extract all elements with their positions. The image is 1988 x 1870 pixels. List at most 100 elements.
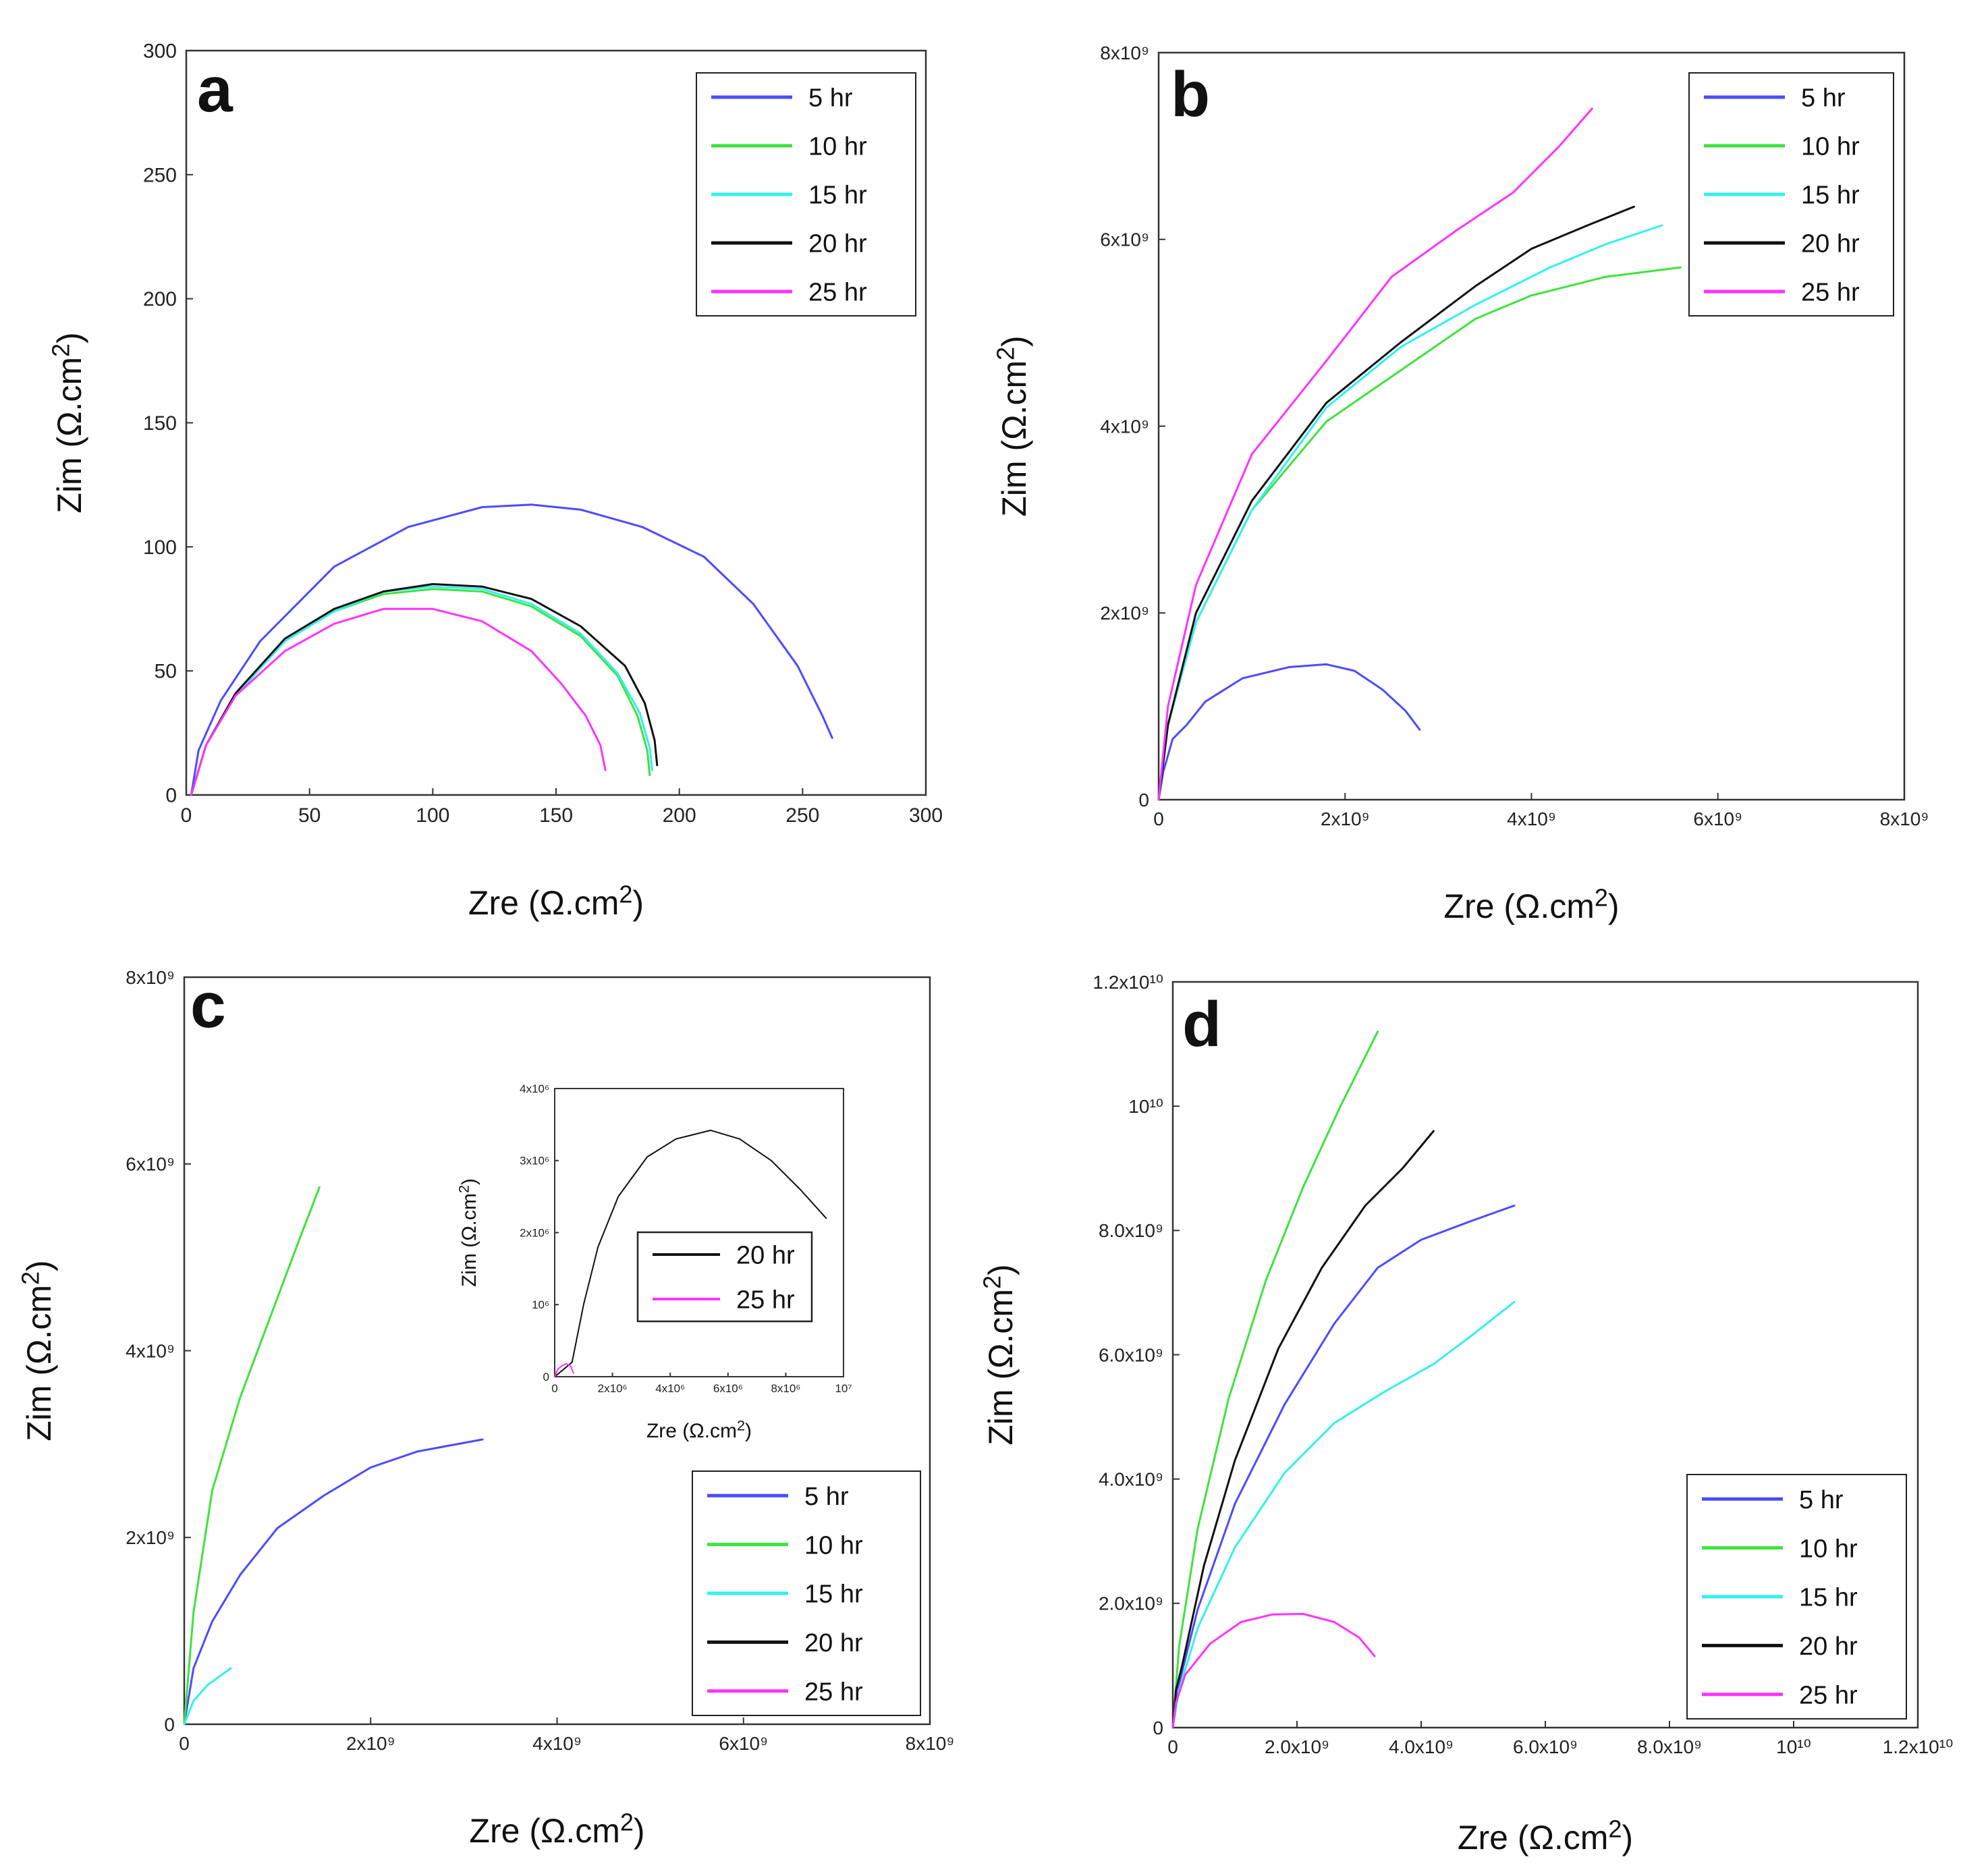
panel-a-series-20-hr [190,583,659,796]
panel-c-inset-y-tick-label-4: 4x10⁶ [520,1082,549,1095]
panel-a-legend-label-15-hr: 15 hr [808,182,867,210]
panel-d-x-tick-label-6: 1.2x10¹⁰ [1883,1736,1954,1757]
panel-d-legend-label-20-hr: 20 hr [1799,1632,1858,1661]
panel-a-legend-label-20-hr: 20 hr [808,230,867,258]
panel-a-y-tick-label-2: 100 [143,537,177,559]
panel-b-legend: 5 hr 10 hr 15 hr 20 hr 25 hr [1688,72,1894,317]
panel-a-y-tick-label-6: 300 [143,40,177,63]
panel-c-inset-x-tick-label-3: 6x10⁶ [713,1382,743,1395]
panel-c-inset-y-tick-label-1: 10⁶ [532,1298,549,1311]
panel-a-series-5-hr [190,503,833,796]
panel-c-inset-x-axis-label: Zre (Ω.cm2) [646,1417,752,1443]
panel-b-y-axis-label: Zim (Ω.cm2) [992,335,1034,516]
panel-b-x-tick-label-3: 6x10⁹ [1693,808,1742,829]
panel-c-series-15-hr [183,1667,232,1726]
panel-b-series-5-hr [1157,663,1421,801]
panel-d-y-tick-label-6: 1.2x10¹⁰ [1093,972,1163,993]
panel-d-legend-label-25-hr: 25 hr [1799,1681,1858,1709]
panel-b-x-tick-label-4: 8x10⁹ [1880,808,1929,829]
panel-c-inset: 0 2x10⁶ 4x10⁶ 6x10⁶ 8x10⁶ 10⁷ 0 10⁶ 2x10⁶ 3x10⁶ 4x… [455,1082,852,1442]
panel-d-y-axis-label: Zim (Ω.cm2) [978,1264,1020,1445]
panel-d-y-tick-label-3: 6.0x10⁹ [1099,1344,1163,1365]
panel-b-legend-label-15-hr: 15 hr [1801,182,1860,210]
panel-c-y-tick-label-4: 8x10⁹ [126,967,175,988]
panel-a-x-axis-label: Zre (Ω.cm2) [468,881,644,923]
panel-d: 0 2.0x10⁹ 4.0x10⁹ 6.0x10⁹ 8.0x10⁹ 10¹⁰ 1.2x10¹… [978,972,1954,1857]
panel-d-y-tick-label-5: 10¹⁰ [1128,1096,1163,1117]
panel-a-y-tick-label-4: 200 [143,288,177,310]
panel-c-legend: 5 hr 10 hr 15 hr 20 hr 25 hr [692,1470,921,1716]
panel-a-x-tick-label-3: 150 [539,804,573,827]
panel-c-label: c [190,970,226,1041]
panel-b-legend-label-25-hr: 25 hr [1801,279,1860,307]
panel-a-x-tick-label-6: 300 [909,804,943,827]
panel-a-legend: 5 hr 10 hr 15 hr 20 hr 25 hr [696,72,916,317]
panel-d-x-tick-label-5: 10¹⁰ [1776,1736,1811,1757]
panel-d-series-25-hr [1171,1613,1376,1729]
panel-c-inset-series-25-hr [554,1363,574,1377]
panel-c-x-tick-label-2: 4x10⁹ [532,1733,582,1754]
panel-c-y-tick-label-0: 0 [164,1714,175,1735]
panel-a-label: a [197,54,233,126]
panel-d-x-tick-label-3: 6.0x10⁹ [1513,1736,1578,1757]
panel-c: 0 2x10⁹ 4x10⁹ 6x10⁹ 8x10⁹ 0 2x10⁹ 4x10⁹ 6x10⁹ 8x1… [17,967,955,1850]
panel-d-legend-label-15-hr: 15 hr [1799,1584,1858,1612]
panel-c-inset-x-tick-label-0: 0 [551,1382,557,1395]
panel-c-y-tick-label-2: 4x10⁹ [126,1340,175,1361]
panel-d-legend-label-5-hr: 5 hr [1799,1486,1844,1514]
panel-c-y-axis-label: Zim (Ω.cm2) [17,1260,59,1441]
panel-b-x-axis-label: Zre (Ω.cm2) [1443,884,1619,926]
panel-d-x-tick-label-4: 8.0x10⁹ [1637,1736,1702,1757]
panel-c-legend-label-15-hr: 15 hr [804,1580,863,1609]
panel-b-series-20-hr [1157,205,1635,801]
panel-b-x-tick-label-1: 2x10⁹ [1321,808,1370,829]
panel-b-x-tick-label-0: 0 [1153,808,1164,829]
panel-b-y-tick-label-1: 2x10⁹ [1100,603,1149,624]
panel-c-inset-y-tick-label-2: 2x10⁶ [520,1226,549,1239]
panel-c-inset-legend-box [636,1231,813,1323]
panel-a-y-tick-label-1: 50 [155,661,177,683]
panel-c-inset-y-axis-label: Zim (Ω.cm2) [455,1178,481,1287]
panel-a-y-tick-label-5: 250 [143,164,177,186]
panel-d-x-tick-label-2: 4.0x10⁹ [1389,1736,1454,1757]
panel-a-legend-label-10-hr: 10 hr [808,133,867,161]
panel-c-legend-label-10-hr: 10 hr [804,1531,863,1560]
panel-c-x-tick-label-0: 0 [179,1733,190,1754]
panel-c-inset-legend-label-25-hr: 25 hr [736,1286,795,1315]
panel-a-x-tick-label-1: 50 [298,804,321,827]
panel-b-legend-label-5-hr: 5 hr [1801,84,1846,113]
panel-c-inset-y-tick-label-3: 3x10⁶ [520,1155,549,1167]
panel-b-y-tick-label-0: 0 [1138,790,1149,810]
panel-b-y-tick-label-4: 8x10⁹ [1100,43,1149,63]
panel-b-x-tick-label-2: 4x10⁹ [1507,808,1556,829]
panel-b-y-tick-label-3: 6x10⁹ [1100,229,1149,250]
panel-a-series-15-hr [190,585,653,796]
panel-d-y-tick-label-2: 4.0x10⁹ [1099,1468,1163,1489]
panel-c-series-5-hr [183,1438,484,1726]
panel-b-series-15-hr [1157,224,1663,801]
panel-c-inset-x-tick-label-2: 4x10⁶ [655,1382,685,1395]
panel-a-y-tick-label-3: 150 [143,412,177,435]
panel-a-legend-label-25-hr: 25 hr [808,279,867,307]
panel-c-inset-legend-label-20-hr: 20 hr [736,1242,795,1270]
panel-c-x-tick-label-4: 8x10⁹ [906,1733,955,1754]
panel-a-y-axis-label: Zim (Ω.cm2) [47,332,89,513]
panel-b-label: b [1171,59,1210,130]
panel-b-series-25-hr [1157,107,1593,801]
panel-d-y-tick-label-0: 0 [1153,1717,1163,1738]
panel-c-x-tick-label-1: 2x10⁹ [346,1733,395,1754]
panel-c-inset-series-20-hr [554,1129,827,1377]
panel-d-label: d [1182,989,1221,1060]
panel-c-y-tick-label-1: 2x10⁹ [126,1527,175,1548]
panel-d-legend: 5 hr 10 hr 15 hr 20 hr 25 hr [1686,1474,1907,1720]
panel-c-inset-x-tick-label-5: 10⁷ [835,1382,852,1395]
panel-c-inset-y-tick-label-0: 0 [543,1371,549,1383]
panel-c-legend-label-20-hr: 20 hr [804,1629,863,1657]
panel-d-series-5-hr [1171,1205,1516,1729]
panel-c-legend-label-25-hr: 25 hr [804,1678,863,1706]
panel-a-y-tick-label-0: 0 [165,785,177,807]
panel-d-series-10-hr [1171,1030,1379,1729]
panel-a-legend-label-5-hr: 5 hr [808,84,853,113]
panel-a-x-tick-label-4: 200 [663,804,696,827]
